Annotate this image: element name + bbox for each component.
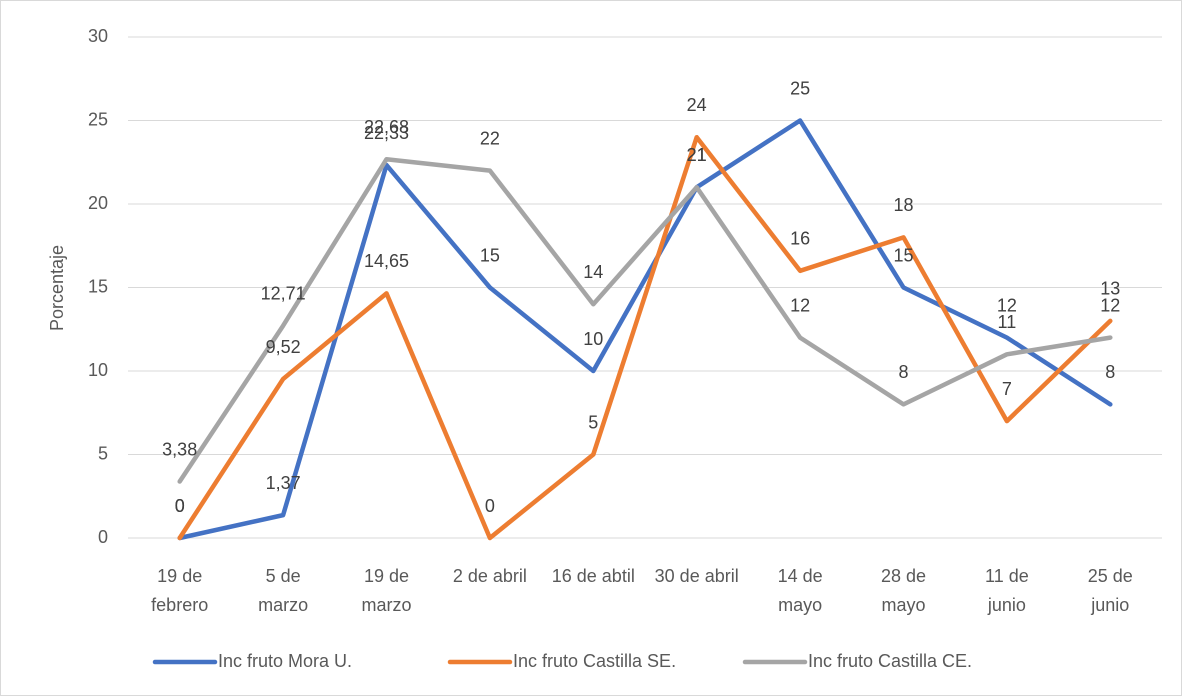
y-tick-label: 15 (88, 276, 108, 296)
data-label: 11 (998, 312, 1017, 332)
x-tick-label: 16 de abtil (552, 566, 635, 586)
data-label: 14,65 (364, 251, 409, 271)
y-tick-label: 20 (88, 193, 108, 213)
data-label: 8 (1105, 362, 1115, 382)
x-tick-label-line: junio (987, 595, 1026, 615)
x-tick-label-line: 28 de (881, 566, 926, 586)
data-label: 3,38 (162, 439, 197, 459)
y-tick-label: 0 (98, 527, 108, 547)
x-tick-label-line: mayo (778, 595, 822, 615)
data-label: 15 (480, 245, 500, 265)
x-tick-label-line: mayo (881, 595, 925, 615)
x-tick-label-line: marzo (258, 595, 308, 615)
x-tick-label-line: 5 de (266, 566, 301, 586)
x-tick-label-line: febrero (151, 595, 208, 615)
data-label: 5 (588, 412, 598, 432)
data-label: 9,52 (266, 337, 301, 357)
data-label: 1,37 (266, 473, 301, 493)
data-label: 0 (175, 496, 185, 516)
x-tick-label: 25 de junio (1088, 566, 1133, 615)
x-tick-label-line: 19 de (364, 566, 409, 586)
y-tick-label: 25 (88, 109, 108, 129)
legend-label: Inc fruto Mora U. (218, 651, 352, 671)
x-tick-label: 2 de abril (453, 566, 527, 586)
data-label: 7 (1002, 379, 1012, 399)
data-label: 8 (898, 362, 908, 382)
x-tick-label-line: 14 de (778, 566, 823, 586)
data-label: 0 (175, 496, 185, 516)
data-label: 22 (480, 128, 500, 148)
series-line (177, 134, 1113, 541)
y-tick-label: 30 (88, 26, 108, 46)
data-label: 22,68 (364, 117, 409, 137)
x-tick-label-line: 19 de (157, 566, 202, 586)
data-label: 12 (790, 295, 810, 315)
y-tick-label: 5 (98, 443, 108, 463)
data-label: 21 (687, 145, 707, 165)
x-tick-label-line: 25 de (1088, 566, 1133, 586)
x-tick-label-line: junio (1090, 595, 1129, 615)
series-line (177, 118, 1113, 541)
y-axis-label: Porcentaje (47, 245, 67, 331)
x-tick-label: 14 de mayo (778, 566, 823, 615)
data-label: 12 (997, 295, 1017, 315)
series-line (177, 156, 1113, 484)
data-label: 21 (687, 145, 707, 165)
x-tick-label: 28 de mayo (881, 566, 926, 615)
x-tick-label-line: 11 de (985, 566, 1029, 586)
legend-label: Inc fruto Castilla CE. (808, 651, 972, 671)
data-label: 10 (583, 329, 603, 349)
data-label: 18 (893, 195, 913, 215)
x-tick-label: 30 de abril (655, 566, 739, 586)
x-tick-label: 19 de febrero (151, 566, 208, 615)
x-tick-label: 19 de marzo (361, 566, 411, 615)
data-label: 12,71 (261, 283, 306, 303)
data-label: 14 (583, 262, 603, 282)
data-label: 24 (687, 95, 707, 115)
x-tick-label: 5 de marzo (258, 566, 308, 615)
x-tick-label: 11 de junio (985, 566, 1029, 615)
x-tick-label-line: marzo (361, 595, 411, 615)
y-tick-label: 10 (88, 360, 108, 380)
data-label: 15 (893, 245, 913, 265)
data-label: 13 (1100, 279, 1120, 299)
data-label: 22,33 (364, 123, 409, 143)
data-label: 16 (790, 229, 810, 249)
data-label: 12 (1100, 295, 1120, 315)
data-label: 25 (790, 78, 810, 98)
data-label: 0 (485, 496, 495, 516)
legend-label: Inc fruto Castilla SE. (513, 651, 676, 671)
